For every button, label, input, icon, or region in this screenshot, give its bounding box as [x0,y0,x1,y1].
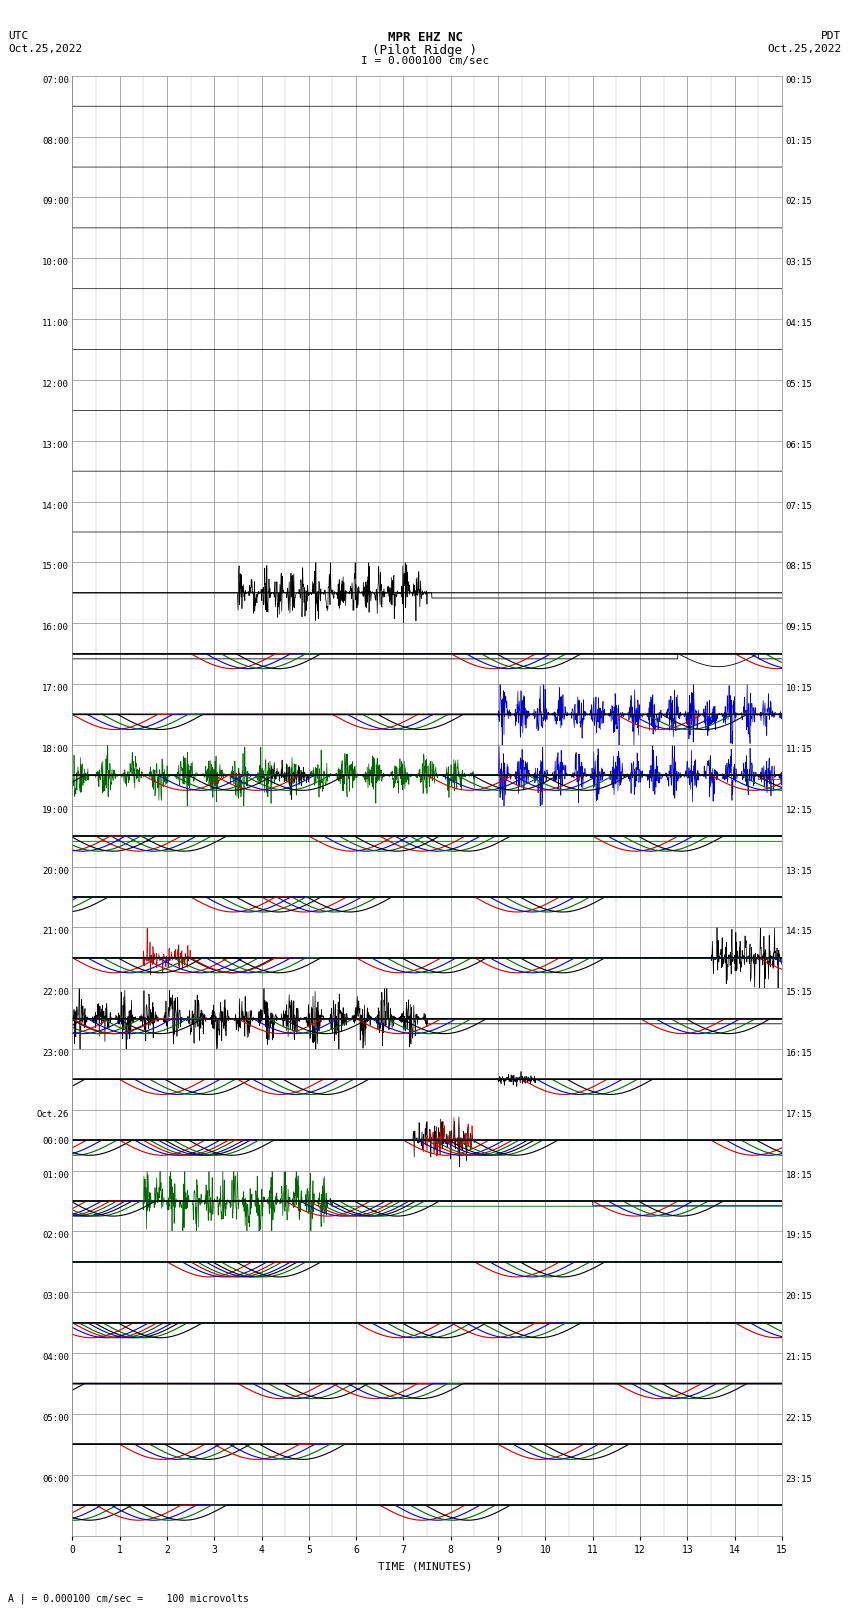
Text: 03:15: 03:15 [785,258,813,268]
Text: 07:15: 07:15 [785,502,813,511]
Text: 16:15: 16:15 [785,1048,813,1058]
Text: 22:00: 22:00 [42,989,69,997]
Text: 09:00: 09:00 [42,197,69,206]
Text: 20:15: 20:15 [785,1292,813,1302]
Text: 13:15: 13:15 [785,866,813,876]
Text: 01:15: 01:15 [785,137,813,145]
Text: 22:15: 22:15 [785,1415,813,1423]
Text: 23:00: 23:00 [42,1048,69,1058]
Text: 04:00: 04:00 [42,1353,69,1361]
Text: 17:15: 17:15 [785,1110,813,1119]
Text: 14:15: 14:15 [785,927,813,936]
Text: 10:00: 10:00 [42,258,69,268]
Text: 15:00: 15:00 [42,563,69,571]
Text: 01:00: 01:00 [42,1171,69,1179]
Text: 08:15: 08:15 [785,563,813,571]
Text: 11:15: 11:15 [785,745,813,753]
Text: 10:15: 10:15 [785,684,813,694]
Text: MPR EHZ NC: MPR EHZ NC [388,31,462,44]
Text: 17:00: 17:00 [42,684,69,694]
Text: PDT: PDT [821,31,842,40]
Text: UTC: UTC [8,31,29,40]
Text: 05:00: 05:00 [42,1415,69,1423]
Text: Oct.25,2022: Oct.25,2022 [8,44,82,53]
Text: 06:00: 06:00 [42,1474,69,1484]
Text: (Pilot Ridge ): (Pilot Ridge ) [372,44,478,56]
Text: 03:00: 03:00 [42,1292,69,1302]
Text: Oct.26: Oct.26 [37,1110,69,1119]
Text: 16:00: 16:00 [42,623,69,632]
Text: 08:00: 08:00 [42,137,69,145]
Text: 06:15: 06:15 [785,440,813,450]
Text: 18:15: 18:15 [785,1171,813,1179]
Text: 07:00: 07:00 [42,76,69,85]
Text: 02:00: 02:00 [42,1231,69,1240]
Text: 04:15: 04:15 [785,319,813,327]
Text: I = 0.000100 cm/sec: I = 0.000100 cm/sec [361,56,489,66]
Text: 02:15: 02:15 [785,197,813,206]
Text: 18:00: 18:00 [42,745,69,753]
Text: 09:15: 09:15 [785,623,813,632]
Text: 14:00: 14:00 [42,502,69,511]
Text: 00:15: 00:15 [785,76,813,85]
Text: TIME (MINUTES): TIME (MINUTES) [377,1561,473,1571]
Text: 15:15: 15:15 [785,989,813,997]
Text: 20:00: 20:00 [42,866,69,876]
Text: 19:15: 19:15 [785,1231,813,1240]
Text: 05:15: 05:15 [785,381,813,389]
Text: 12:00: 12:00 [42,381,69,389]
Text: A | = 0.000100 cm/sec =    100 microvolts: A | = 0.000100 cm/sec = 100 microvolts [8,1594,249,1605]
Text: 19:00: 19:00 [42,806,69,815]
Text: 11:00: 11:00 [42,319,69,327]
Text: 00:00: 00:00 [42,1137,69,1147]
Text: 23:15: 23:15 [785,1474,813,1484]
Text: 21:15: 21:15 [785,1353,813,1361]
Text: 12:15: 12:15 [785,806,813,815]
Text: Oct.25,2022: Oct.25,2022 [768,44,842,53]
Text: 21:00: 21:00 [42,927,69,936]
Text: 13:00: 13:00 [42,440,69,450]
